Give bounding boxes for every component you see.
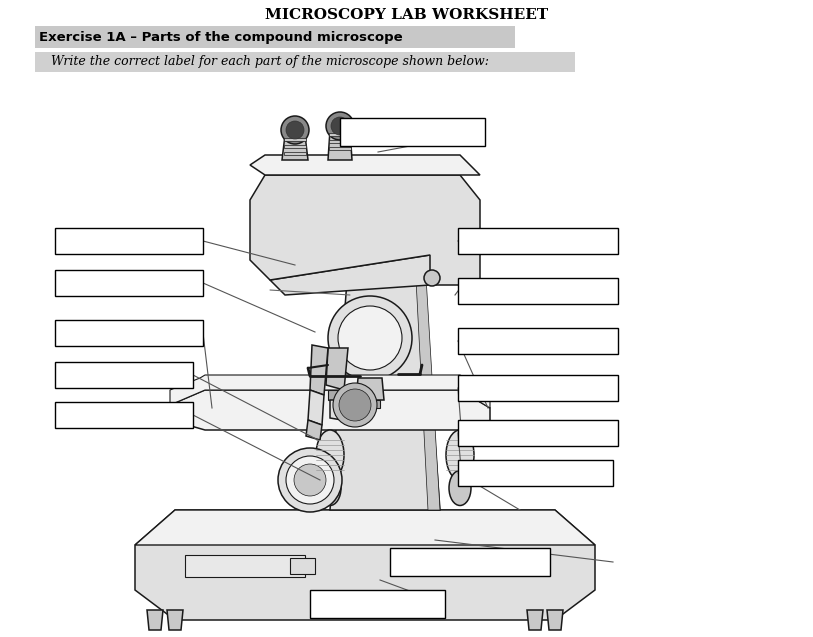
Polygon shape <box>356 378 384 400</box>
Circle shape <box>326 112 354 140</box>
Ellipse shape <box>449 471 471 506</box>
Polygon shape <box>328 130 352 160</box>
Text: MICROSCOPY LAB WORKSHEET: MICROSCOPY LAB WORKSHEET <box>265 8 548 22</box>
Circle shape <box>333 383 377 427</box>
Bar <box>55 362 193 388</box>
Polygon shape <box>415 260 440 510</box>
Circle shape <box>278 448 342 512</box>
Polygon shape <box>147 610 163 630</box>
Bar <box>458 278 618 304</box>
Bar <box>55 320 203 346</box>
Polygon shape <box>250 175 480 285</box>
Ellipse shape <box>446 430 474 480</box>
Polygon shape <box>308 390 324 425</box>
Bar <box>284 152 306 155</box>
Circle shape <box>286 456 334 504</box>
Circle shape <box>338 306 402 370</box>
Bar <box>284 145 306 148</box>
Ellipse shape <box>319 471 341 506</box>
Polygon shape <box>330 240 440 510</box>
Bar <box>310 590 445 618</box>
Polygon shape <box>547 610 563 630</box>
Circle shape <box>339 389 371 421</box>
Bar <box>55 270 203 296</box>
Bar <box>185 555 305 577</box>
Polygon shape <box>527 610 543 630</box>
Polygon shape <box>167 610 183 630</box>
Bar <box>329 133 351 136</box>
Bar <box>328 390 344 400</box>
Polygon shape <box>310 345 328 395</box>
Polygon shape <box>135 510 595 620</box>
Circle shape <box>286 121 304 139</box>
Bar <box>35 26 515 48</box>
Polygon shape <box>250 155 480 175</box>
Bar <box>458 228 618 254</box>
Bar <box>290 558 315 574</box>
Bar <box>390 548 550 576</box>
Text: Exercise 1A – Parts of the compound microscope: Exercise 1A – Parts of the compound micr… <box>39 31 402 43</box>
Polygon shape <box>306 420 322 440</box>
Bar <box>340 118 485 146</box>
Bar <box>329 147 351 150</box>
Bar <box>329 140 351 143</box>
Bar <box>284 138 306 141</box>
Bar <box>458 375 618 401</box>
Circle shape <box>424 270 440 286</box>
Bar <box>458 460 613 486</box>
Circle shape <box>328 296 412 380</box>
Text: Write the correct label for each part of the microscope shown below:: Write the correct label for each part of… <box>51 55 489 69</box>
Bar <box>458 328 618 354</box>
Polygon shape <box>330 400 344 420</box>
Bar <box>55 402 193 428</box>
Bar <box>35 52 575 72</box>
Bar <box>360 400 380 408</box>
Polygon shape <box>135 510 595 545</box>
Polygon shape <box>282 135 308 160</box>
Bar <box>458 420 618 446</box>
Polygon shape <box>170 375 490 408</box>
Bar <box>55 228 203 254</box>
Circle shape <box>331 117 349 135</box>
Polygon shape <box>170 390 490 430</box>
Circle shape <box>294 464 326 496</box>
Polygon shape <box>270 240 440 295</box>
Polygon shape <box>326 348 348 390</box>
Circle shape <box>281 116 309 144</box>
Ellipse shape <box>316 430 344 480</box>
